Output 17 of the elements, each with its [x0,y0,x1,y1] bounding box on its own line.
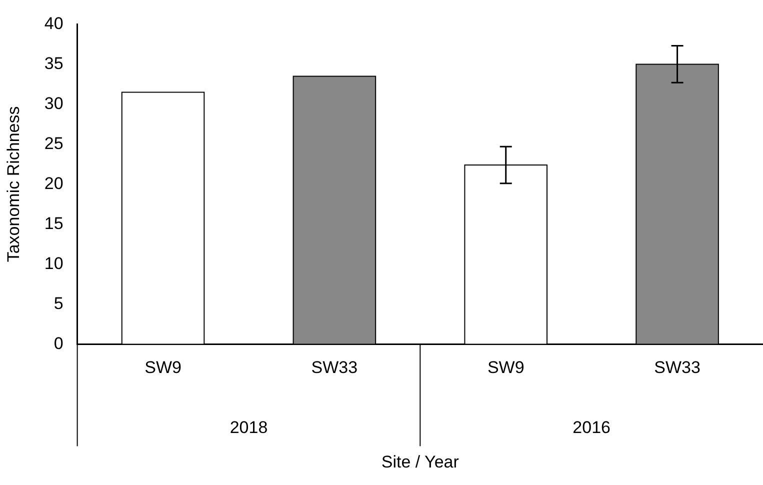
y-tick-label: 0 [54,334,64,353]
text: 2018 [230,418,268,437]
y-tick-label: 30 [44,94,64,113]
x-tick-label: SW9 [144,358,182,378]
x-axis-title: Site / Year [381,452,460,472]
y-tick-label: 15 [44,214,64,233]
y-axis-title: Taxonomic Richness [4,106,23,262]
y-tick-label: 10 [44,254,64,273]
y-tick-label: 5 [54,294,64,313]
y-tick-label: 35 [44,54,64,73]
y-tick-label: 40 [44,14,64,33]
x-tick-label: SW33 [654,358,700,378]
y-tick-label: 25 [44,134,64,153]
x-tick-label: SW9 [487,358,524,378]
x-tick-label: SW33 [311,358,358,378]
text: 2016 [572,418,610,437]
y-tick-label: 20 [44,174,64,193]
